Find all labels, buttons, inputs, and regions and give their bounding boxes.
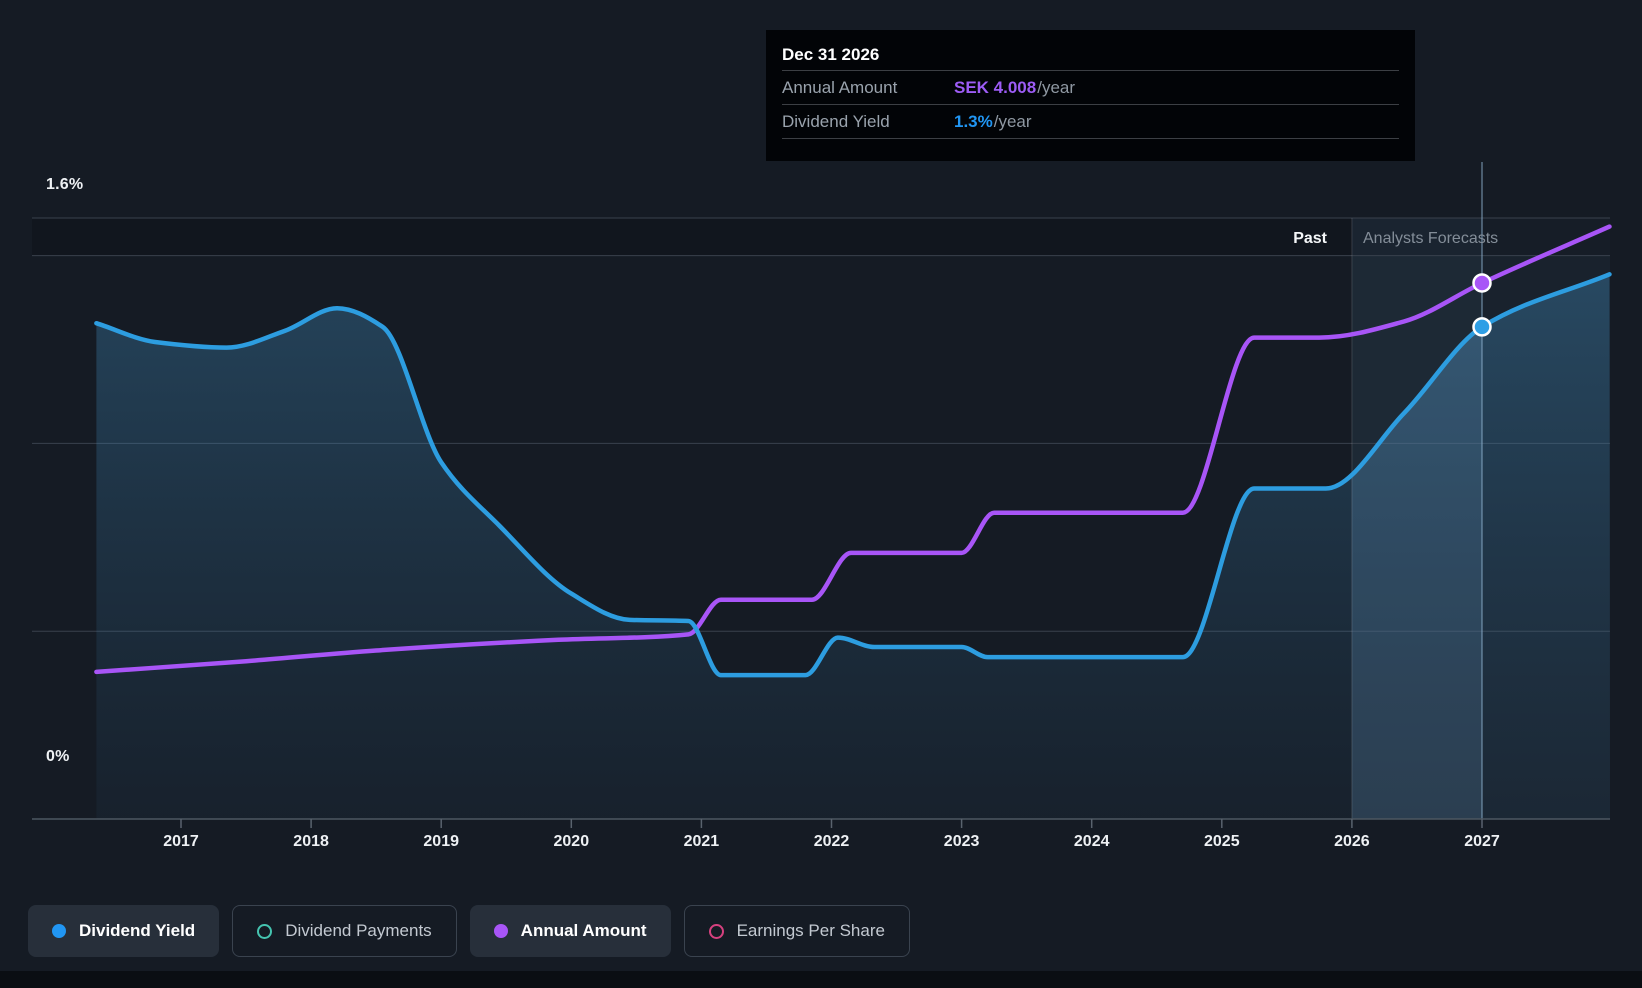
legend-item-annual-amount[interactable]: Annual Amount [469,905,671,957]
annual-amount-marker [1472,273,1492,293]
legend-item-dividend-yield[interactable]: Dividend Yield [28,905,220,957]
x-axis-label-2025: 2025 [1204,833,1240,850]
legend: Dividend Yield Dividend Payments Annual Am… [28,905,910,957]
earnings-per-share-marker-icon [708,923,724,939]
tooltip-value-annual-amount: SEK 4.008 [954,77,1037,97]
footer-strip [0,971,1642,988]
tooltip-suffix: /year [1037,77,1076,97]
tooltip-label: Dividend Yield [782,111,890,131]
tooltip-suffix: /year [993,111,1032,131]
forecast-zone-label: Analysts Forecasts [1363,230,1499,247]
x-axis-label-2024: 2024 [1073,833,1110,850]
dividend-yield-line [94,272,1612,678]
legend-item-label: Dividend Yield [79,921,196,940]
x-axis-label-2023: 2023 [943,833,980,850]
legend-item-earnings-per-share[interactable]: Earnings Per Share [683,905,910,957]
x-axis-label-2021: 2021 [683,833,720,850]
x-axis-label-2019: 2019 [423,833,459,850]
x-axis-label-2017: 2017 [163,833,199,850]
x-axis-label-2022: 2022 [813,833,850,850]
annual-amount-line [94,224,1612,675]
tooltip-row-annual-amount: Annual Amount SEK 4.008 /year [782,70,1399,104]
tooltip-label: Annual Amount [782,77,898,97]
past-forecast-header-band [32,218,1610,256]
legend-item-label: Dividend Payments [285,921,432,940]
legend-item-label: Annual Amount [520,921,647,940]
x-axis-label-2026: 2026 [1334,833,1370,850]
dividend-payments-marker-icon [257,923,273,939]
tooltip: Dec 31 2026 Annual Amount SEK 4.008 /yea… [766,30,1415,161]
y-axis-max-label: 1.6% [46,176,84,193]
x-axis-label-2020: 2020 [553,833,590,850]
dividend-yield-marker-icon [52,924,66,938]
tooltip-row-dividend-yield: Dividend Yield 1.3% /year [782,104,1399,139]
tooltip-date: Dec 31 2026 [782,45,880,64]
dividend-yield-area [96,274,1610,819]
y-axis-min-label: 0% [46,748,70,765]
legend-item-dividend-payments[interactable]: Dividend Payments [232,905,457,957]
annual-amount-marker-icon [493,924,508,938]
past-zone-label: Past [1293,230,1327,247]
x-axis-label-2018: 2018 [293,833,329,850]
dividend-yield-marker [1472,317,1492,337]
x-axis-label-2027: 2027 [1464,833,1500,850]
legend-item-label: Earnings Per Share [736,921,885,940]
tooltip-value-dividend-yield: 1.3% [954,111,993,131]
